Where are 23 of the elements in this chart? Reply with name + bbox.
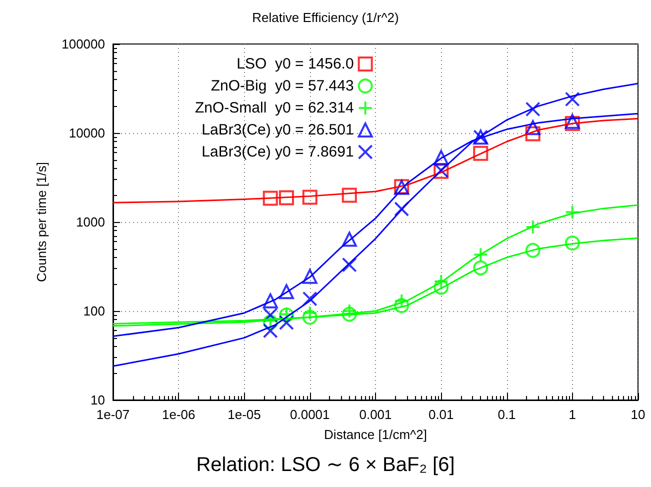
chart-title: Relative Efficiency (1/r^2): [252, 10, 399, 25]
x-tick-label: 1e-05: [228, 407, 261, 422]
legend-label: ZnO-Small y0 = 62.314: [195, 100, 354, 116]
legend-label: LaBr3(Ce) y0 = 26.501: [202, 122, 354, 138]
x-tick-label: 10: [630, 407, 646, 422]
legend-label: LSO y0 = 1456.0: [236, 56, 354, 72]
y-tick-label: 10000: [68, 126, 105, 140]
x-tick-label: 0.1: [498, 407, 516, 422]
x-tick-label: 1e-07: [96, 407, 130, 422]
y-tick-label: 10: [90, 392, 105, 408]
y-tick-label: 100000: [62, 36, 105, 52]
x-tick-label: 0.001: [359, 407, 392, 422]
x-tick-label: 1: [568, 407, 576, 422]
x-tick-label: 1e-06: [162, 407, 196, 422]
x-axis-title: Distance [1/cm^2]: [324, 427, 427, 442]
y-tick-label: 1000: [76, 214, 105, 230]
text: Relation: LSO ∼ 6 × BaF₂ [6]: [196, 454, 455, 476]
y-axis-title: Counts per time [1/s]: [34, 162, 49, 282]
legend-label: ZnO-Big y0 = 57.443: [210, 78, 354, 94]
y-tick-label: 100: [83, 304, 105, 318]
legend-label: LaBr3(Ce) y0 = 7.8691: [202, 144, 354, 160]
x-tick-label: 0.01: [428, 407, 454, 422]
x-tick-label: 0.0001: [290, 407, 330, 422]
